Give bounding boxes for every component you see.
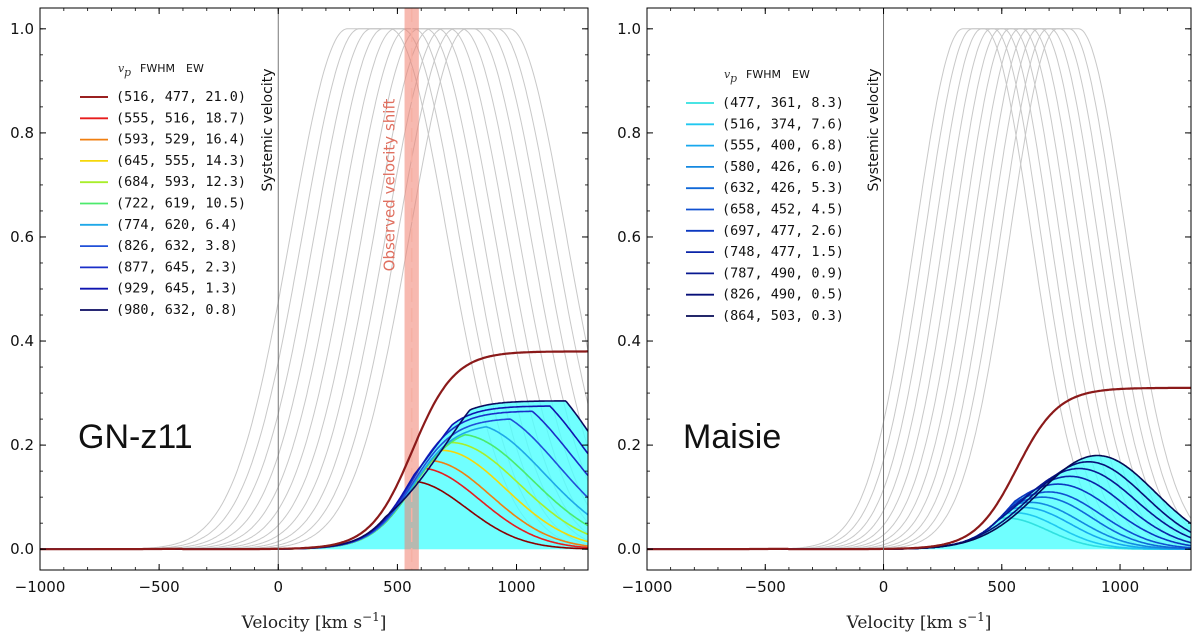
observed-shift-label: Observed velocity shift — [381, 99, 399, 272]
galaxy-label: Maisie — [683, 418, 781, 456]
legend-entry-4: (632, 426, 5.3) — [722, 180, 844, 196]
y-tick-label: 0.4 — [10, 332, 34, 350]
panel-gn-z11: −1000 −500 0 500 1000 0.0 0.2 0.4 0.6 0.8 1.0 Veloc… — [10, 7, 589, 633]
y-tick-label: 0.8 — [617, 124, 641, 142]
systemic-velocity-label: Systemic velocity — [866, 69, 882, 192]
legend-header-fwhm: FWHM — [140, 62, 175, 75]
legend-header-vp-sub: p — [730, 72, 737, 85]
legend: v p FWHM EW (477, 361, 8.3) (516, 374, 7.6) (5… — [686, 68, 844, 324]
x-tick-label: −1000 — [622, 578, 673, 596]
y-tick-label: 0.0 — [10, 540, 34, 558]
legend-entry-10: (864, 503, 0.3) — [722, 308, 844, 324]
legend-entry-4: (684, 593, 12.3) — [116, 174, 246, 190]
legend-entry-0: (477, 361, 8.3) — [722, 95, 844, 111]
y-tick-label: 0.2 — [617, 436, 641, 454]
legend-entry-1: (555, 516, 18.7) — [116, 110, 246, 126]
legend: v p FWHM EW (516, 477, 21.0) (555, 516, 18.7)… — [80, 62, 246, 318]
y-tick-label: 0.4 — [617, 332, 641, 350]
x-axis-label: Velocity [km s−1] — [241, 610, 387, 633]
legend-header-vp: v — [118, 62, 125, 75]
legend-entry-9: (929, 645, 1.3) — [116, 281, 238, 297]
x-tick-label: 1000 — [497, 578, 535, 596]
y-tick-label: 1.0 — [617, 20, 641, 38]
x-tick-label: 1000 — [1101, 578, 1139, 596]
legend-entry-7: (748, 477, 1.5) — [722, 244, 844, 260]
legend-entry-10: (980, 632, 0.8) — [116, 302, 238, 318]
legend-entry-2: (593, 529, 16.4) — [116, 132, 246, 148]
legend-entry-7: (826, 632, 3.8) — [116, 238, 238, 254]
legend-entry-8: (787, 490, 0.9) — [722, 265, 844, 281]
legend-entry-6: (774, 620, 6.4) — [116, 217, 238, 233]
legend-entry-9: (826, 490, 0.5) — [722, 287, 844, 303]
legend-entry-5: (658, 452, 4.5) — [722, 202, 844, 218]
x-axis-label: Velocity [km s−1] — [846, 610, 992, 633]
legend-entry-1: (516, 374, 7.6) — [722, 116, 844, 132]
legend-header-ew: EW — [792, 68, 810, 81]
y-tick-label: 0.6 — [10, 228, 34, 246]
profile-fill — [40, 400, 588, 550]
plot-area — [40, 8, 588, 570]
x-tick-label: 0 — [273, 578, 283, 596]
legend-header-ew: EW — [186, 62, 204, 75]
y-tick-label: 0.0 — [617, 540, 641, 558]
envelope-line — [647, 386, 1191, 551]
plot-area — [647, 8, 1191, 570]
legend-header-vp-sub: p — [124, 66, 131, 79]
x-tick-label: 500 — [383, 578, 412, 596]
x-tick-label: −500 — [139, 578, 180, 596]
systemic-velocity-label: Systemic velocity — [260, 69, 276, 192]
legend-entry-8: (877, 645, 2.3) — [116, 259, 238, 275]
galaxy-label: GN-z11 — [78, 418, 193, 456]
panel-maisie: −1000 −500 0 500 1000 0.0 0.2 0.4 0.6 0.8 1.0 Veloc… — [617, 7, 1192, 633]
legend-header-vp: v — [724, 68, 731, 81]
y-tick-label: 0.6 — [617, 228, 641, 246]
y-tick-label: 1.0 — [10, 20, 34, 38]
legend-header-fwhm: FWHM — [746, 68, 781, 81]
x-tick-label: −500 — [745, 578, 786, 596]
envelope-line — [40, 350, 588, 551]
y-tick-label: 0.2 — [10, 436, 34, 454]
legend-entry-6: (697, 477, 2.6) — [722, 223, 844, 239]
legend-entry-3: (580, 426, 6.0) — [722, 159, 844, 175]
legend-entry-2: (555, 400, 6.8) — [722, 138, 844, 154]
y-tick-label: 0.8 — [10, 124, 34, 142]
legend-entry-0: (516, 477, 21.0) — [116, 89, 246, 105]
legend-entry-5: (722, 619, 10.5) — [116, 196, 246, 212]
legend-entry-3: (645, 555, 14.3) — [116, 153, 246, 169]
x-tick-label: 0 — [879, 578, 889, 596]
x-tick-label: −1000 — [15, 578, 66, 596]
x-tick-label: 500 — [987, 578, 1016, 596]
